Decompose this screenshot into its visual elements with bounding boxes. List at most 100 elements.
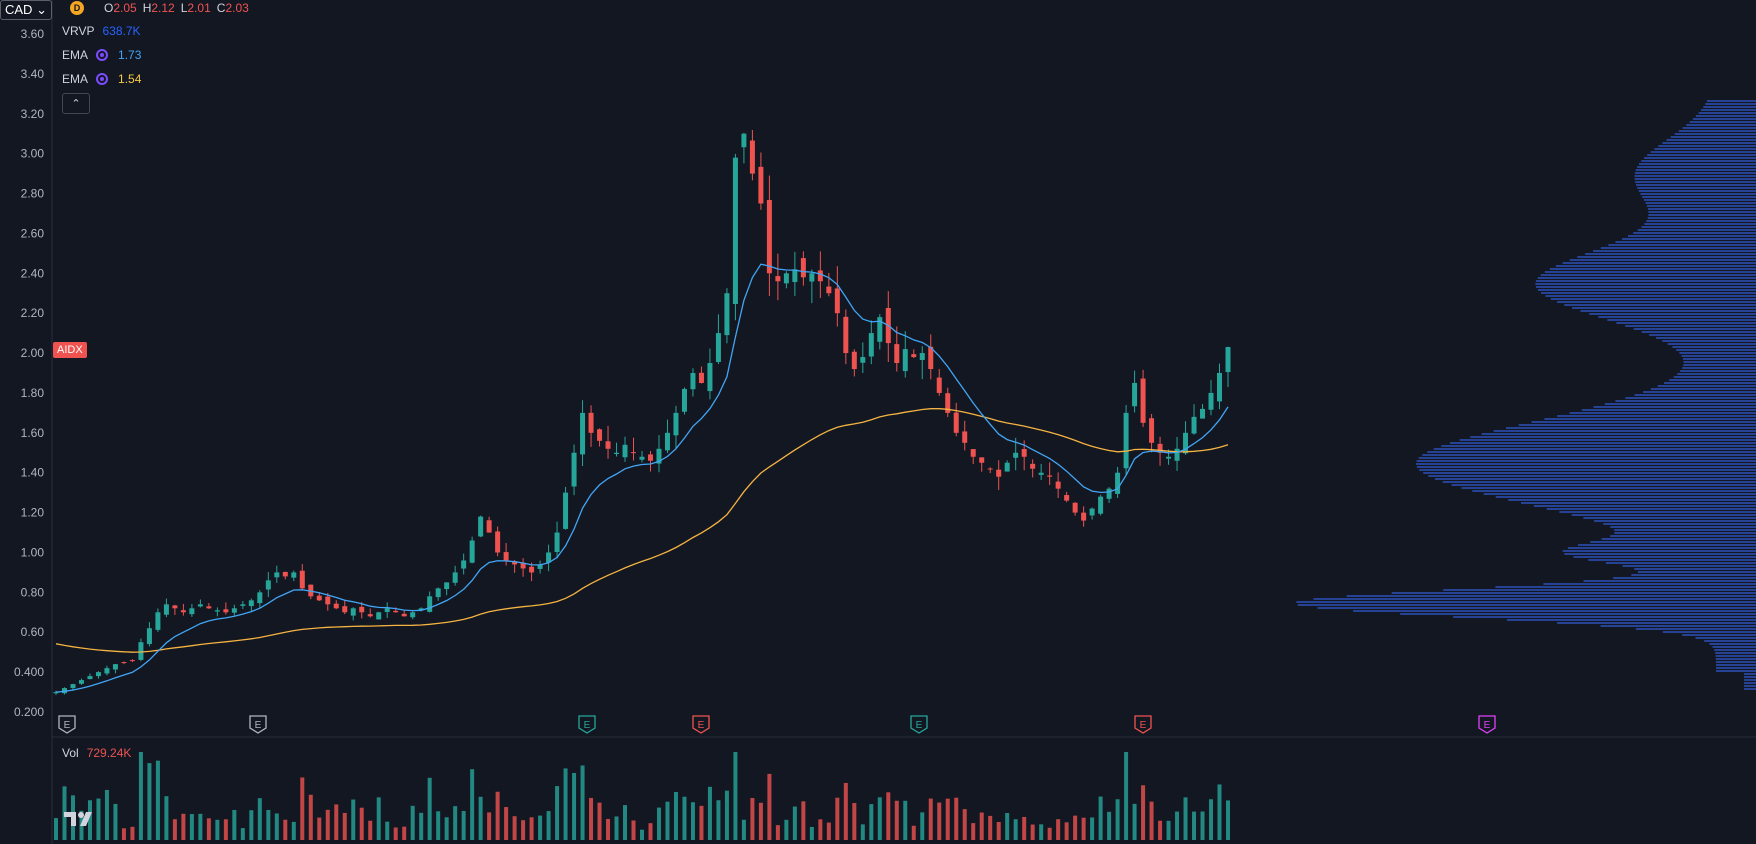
volume-bar <box>359 807 364 840</box>
volume-legend[interactable]: Vol 729.24K <box>62 746 131 760</box>
earnings-marker[interactable]: E <box>249 715 267 734</box>
svg-text:E: E <box>64 720 71 731</box>
volume-value: 729.24K <box>86 746 132 760</box>
volume-bar <box>1209 799 1214 840</box>
profile-bar <box>1682 367 1756 369</box>
profile-bar <box>1678 130 1756 132</box>
earnings-marker[interactable]: E <box>578 715 596 734</box>
earnings-marker[interactable]: E <box>910 715 928 734</box>
volume-bar <box>266 809 271 840</box>
volume-bar <box>911 825 916 840</box>
profile-bar <box>1634 394 1756 396</box>
indicator-vrvp[interactable]: VRVP 638.7K <box>62 22 141 40</box>
interval-badge[interactable]: D <box>70 1 84 15</box>
volume-bar <box>223 819 228 840</box>
profile-bar <box>1493 430 1756 432</box>
candle-body <box>554 532 560 553</box>
profile-bar <box>1598 316 1756 318</box>
profile-bar <box>1672 346 1756 348</box>
profile-bar <box>1642 196 1756 198</box>
svg-text:E: E <box>698 720 705 731</box>
volume-bar <box>945 798 950 840</box>
volume-bar <box>1149 801 1154 840</box>
volume-bar <box>809 826 814 840</box>
profile-bar <box>1573 556 1756 558</box>
collapse-legend-button[interactable]: ⌃ <box>62 93 90 114</box>
high-label: H <box>142 1 152 15</box>
volume-bar <box>801 801 806 840</box>
profile-bar <box>1715 670 1756 672</box>
price-tick-label: 1.80 <box>21 386 45 400</box>
candle-body <box>656 448 662 464</box>
candle-body <box>605 441 611 449</box>
profile-bar <box>1692 118 1756 120</box>
volume-bar <box>317 817 322 840</box>
candle-body <box>367 614 373 617</box>
candle-body <box>919 353 925 360</box>
profile-bar <box>1682 127 1756 129</box>
earnings-marker[interactable]: E <box>58 715 76 734</box>
settings-icon[interactable] <box>96 73 109 85</box>
settings-icon[interactable] <box>96 49 109 61</box>
candle-body <box>1200 408 1206 419</box>
profile-bar <box>1615 400 1756 402</box>
profile-bar <box>1545 295 1756 297</box>
candle-body <box>945 393 951 413</box>
volume-bar <box>96 798 101 840</box>
candle-body <box>775 276 781 282</box>
price-tick-label: 3.20 <box>21 107 45 121</box>
profile-bar <box>1676 349 1756 351</box>
candle-body <box>1106 488 1112 499</box>
profile-bar <box>1400 613 1756 615</box>
profile-bar <box>1544 418 1756 420</box>
volume-bar <box>512 816 517 840</box>
candle-body <box>809 273 815 282</box>
candle-body <box>597 429 603 441</box>
candle-body <box>1055 481 1061 489</box>
profile-bar <box>1647 154 1756 156</box>
earnings-marker[interactable]: E <box>692 715 710 734</box>
profile-bar <box>1667 343 1756 345</box>
ema-slow-line <box>55 408 1229 653</box>
earnings-marker[interactable]: E <box>1478 715 1496 734</box>
profile-bar <box>1459 439 1756 441</box>
candle-body <box>78 680 84 684</box>
volume-bar <box>325 809 330 840</box>
price-axis: 3.60 3.40 3.20 3.00 2.80 2.60 2.40 2.20 2.00 1.80… <box>14 27 44 719</box>
candle-body <box>163 604 169 615</box>
volume-bar <box>206 818 211 840</box>
profile-bar <box>1743 685 1756 687</box>
profile-bar <box>1531 421 1756 423</box>
currency-selector[interactable]: CAD ⌄ <box>0 0 52 20</box>
volume-bar <box>308 794 313 840</box>
volume-bar <box>971 823 976 840</box>
profile-bar <box>1593 406 1756 408</box>
volume-bar <box>1175 811 1180 840</box>
indicator-ema-slow[interactable]: EMA 1.54 <box>62 70 141 88</box>
indicator-ema-fast[interactable]: EMA 1.73 <box>62 46 141 64</box>
candle-body <box>376 612 382 620</box>
profile-bar <box>1682 634 1756 636</box>
tradingview-logo-icon[interactable] <box>64 810 96 828</box>
price-tick-label: 0.400 <box>14 665 44 679</box>
candle-body <box>563 492 569 529</box>
ohlc-legend: D O 2.05 H 2.12 L 2.01 C 2.03 <box>70 0 249 16</box>
volume-bar <box>979 812 984 840</box>
profile-bar <box>1634 178 1756 180</box>
volume-bar <box>623 805 628 840</box>
profile-bar <box>1603 523 1756 525</box>
candle-body <box>274 572 280 578</box>
candle-body <box>393 610 399 613</box>
volume-bar <box>215 819 220 840</box>
candle-body <box>741 133 747 148</box>
profile-bar <box>1564 553 1756 555</box>
profile-bar <box>1562 550 1756 552</box>
volume-bar <box>962 809 967 840</box>
profile-bar <box>1416 466 1756 468</box>
profile-bar <box>1715 661 1756 663</box>
earnings-marker[interactable]: E <box>1134 715 1152 734</box>
volume-bar <box>368 820 373 840</box>
volume-bar <box>665 801 670 840</box>
